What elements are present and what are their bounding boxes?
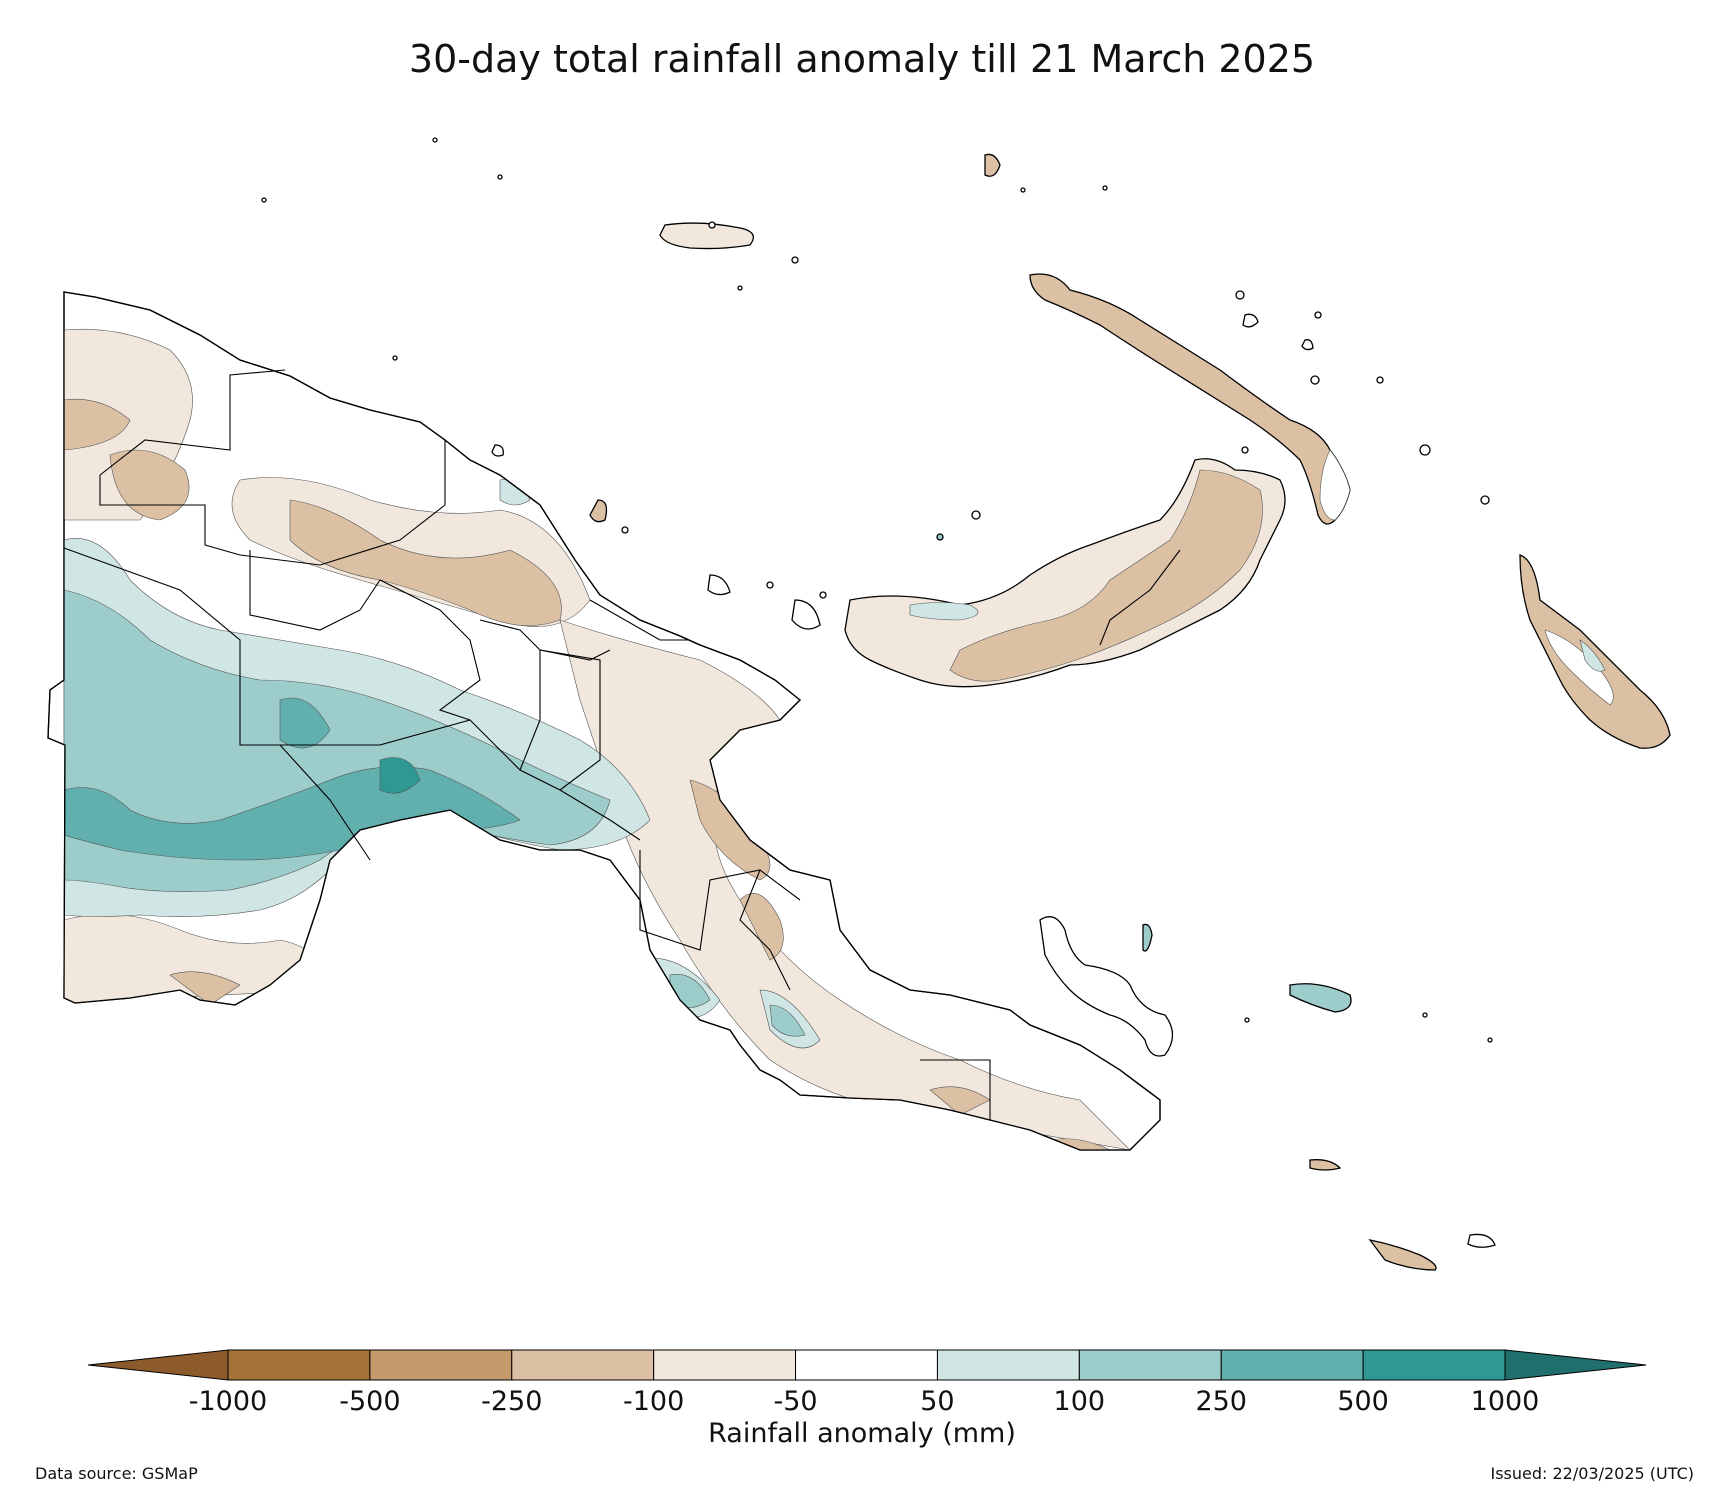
colorbar-tick-label: -50	[773, 1386, 818, 1417]
colorbar-extend-low	[87, 1349, 229, 1381]
issued-date-note: Issued: 22/03/2025 (UTC)	[1490, 1464, 1694, 1483]
rainfall-anomaly-map	[47, 137, 1671, 1271]
bougainville-island	[1519, 554, 1671, 749]
colorbar-bin	[653, 1349, 797, 1381]
new-britain	[844, 458, 1286, 688]
colorbar-bin	[1362, 1349, 1506, 1381]
colorbar-tick-label: 100	[1053, 1386, 1106, 1417]
colorbar-bin	[1220, 1349, 1364, 1381]
colorbar-tick-label: -100	[623, 1386, 685, 1417]
colorbar-label: Rainfall anomaly (mm)	[708, 1418, 1016, 1449]
colorbar-tick-label: 500	[1337, 1386, 1389, 1417]
colorbar-extend-high	[1504, 1349, 1647, 1381]
mainland-png	[47, 291, 1161, 1151]
colorbar-bin	[795, 1349, 938, 1381]
colorbar-bin	[369, 1349, 513, 1381]
provincial-borders	[63, 369, 991, 1120]
small-islands	[261, 137, 1496, 1271]
new-ireland	[1029, 273, 1351, 525]
data-source-note: Data source: GSMaP	[35, 1464, 198, 1483]
colorbar-tick-label: 1000	[1470, 1386, 1540, 1417]
colorbar-bin	[511, 1349, 655, 1381]
colorbar-bin	[936, 1349, 1080, 1381]
colorbar-tick-label: -500	[339, 1386, 401, 1417]
colorbar-tick-label: -250	[481, 1386, 543, 1417]
colorbar-tick-label: 250	[1195, 1386, 1247, 1417]
colorbar-tick-label: 50	[920, 1386, 955, 1417]
map-title: 30-day total rainfall anomaly till 21 Ma…	[408, 37, 1316, 81]
colorbar-tick-label: -1000	[188, 1386, 268, 1417]
colorbar-bin	[227, 1349, 371, 1381]
colorbar-bin	[1078, 1349, 1222, 1381]
